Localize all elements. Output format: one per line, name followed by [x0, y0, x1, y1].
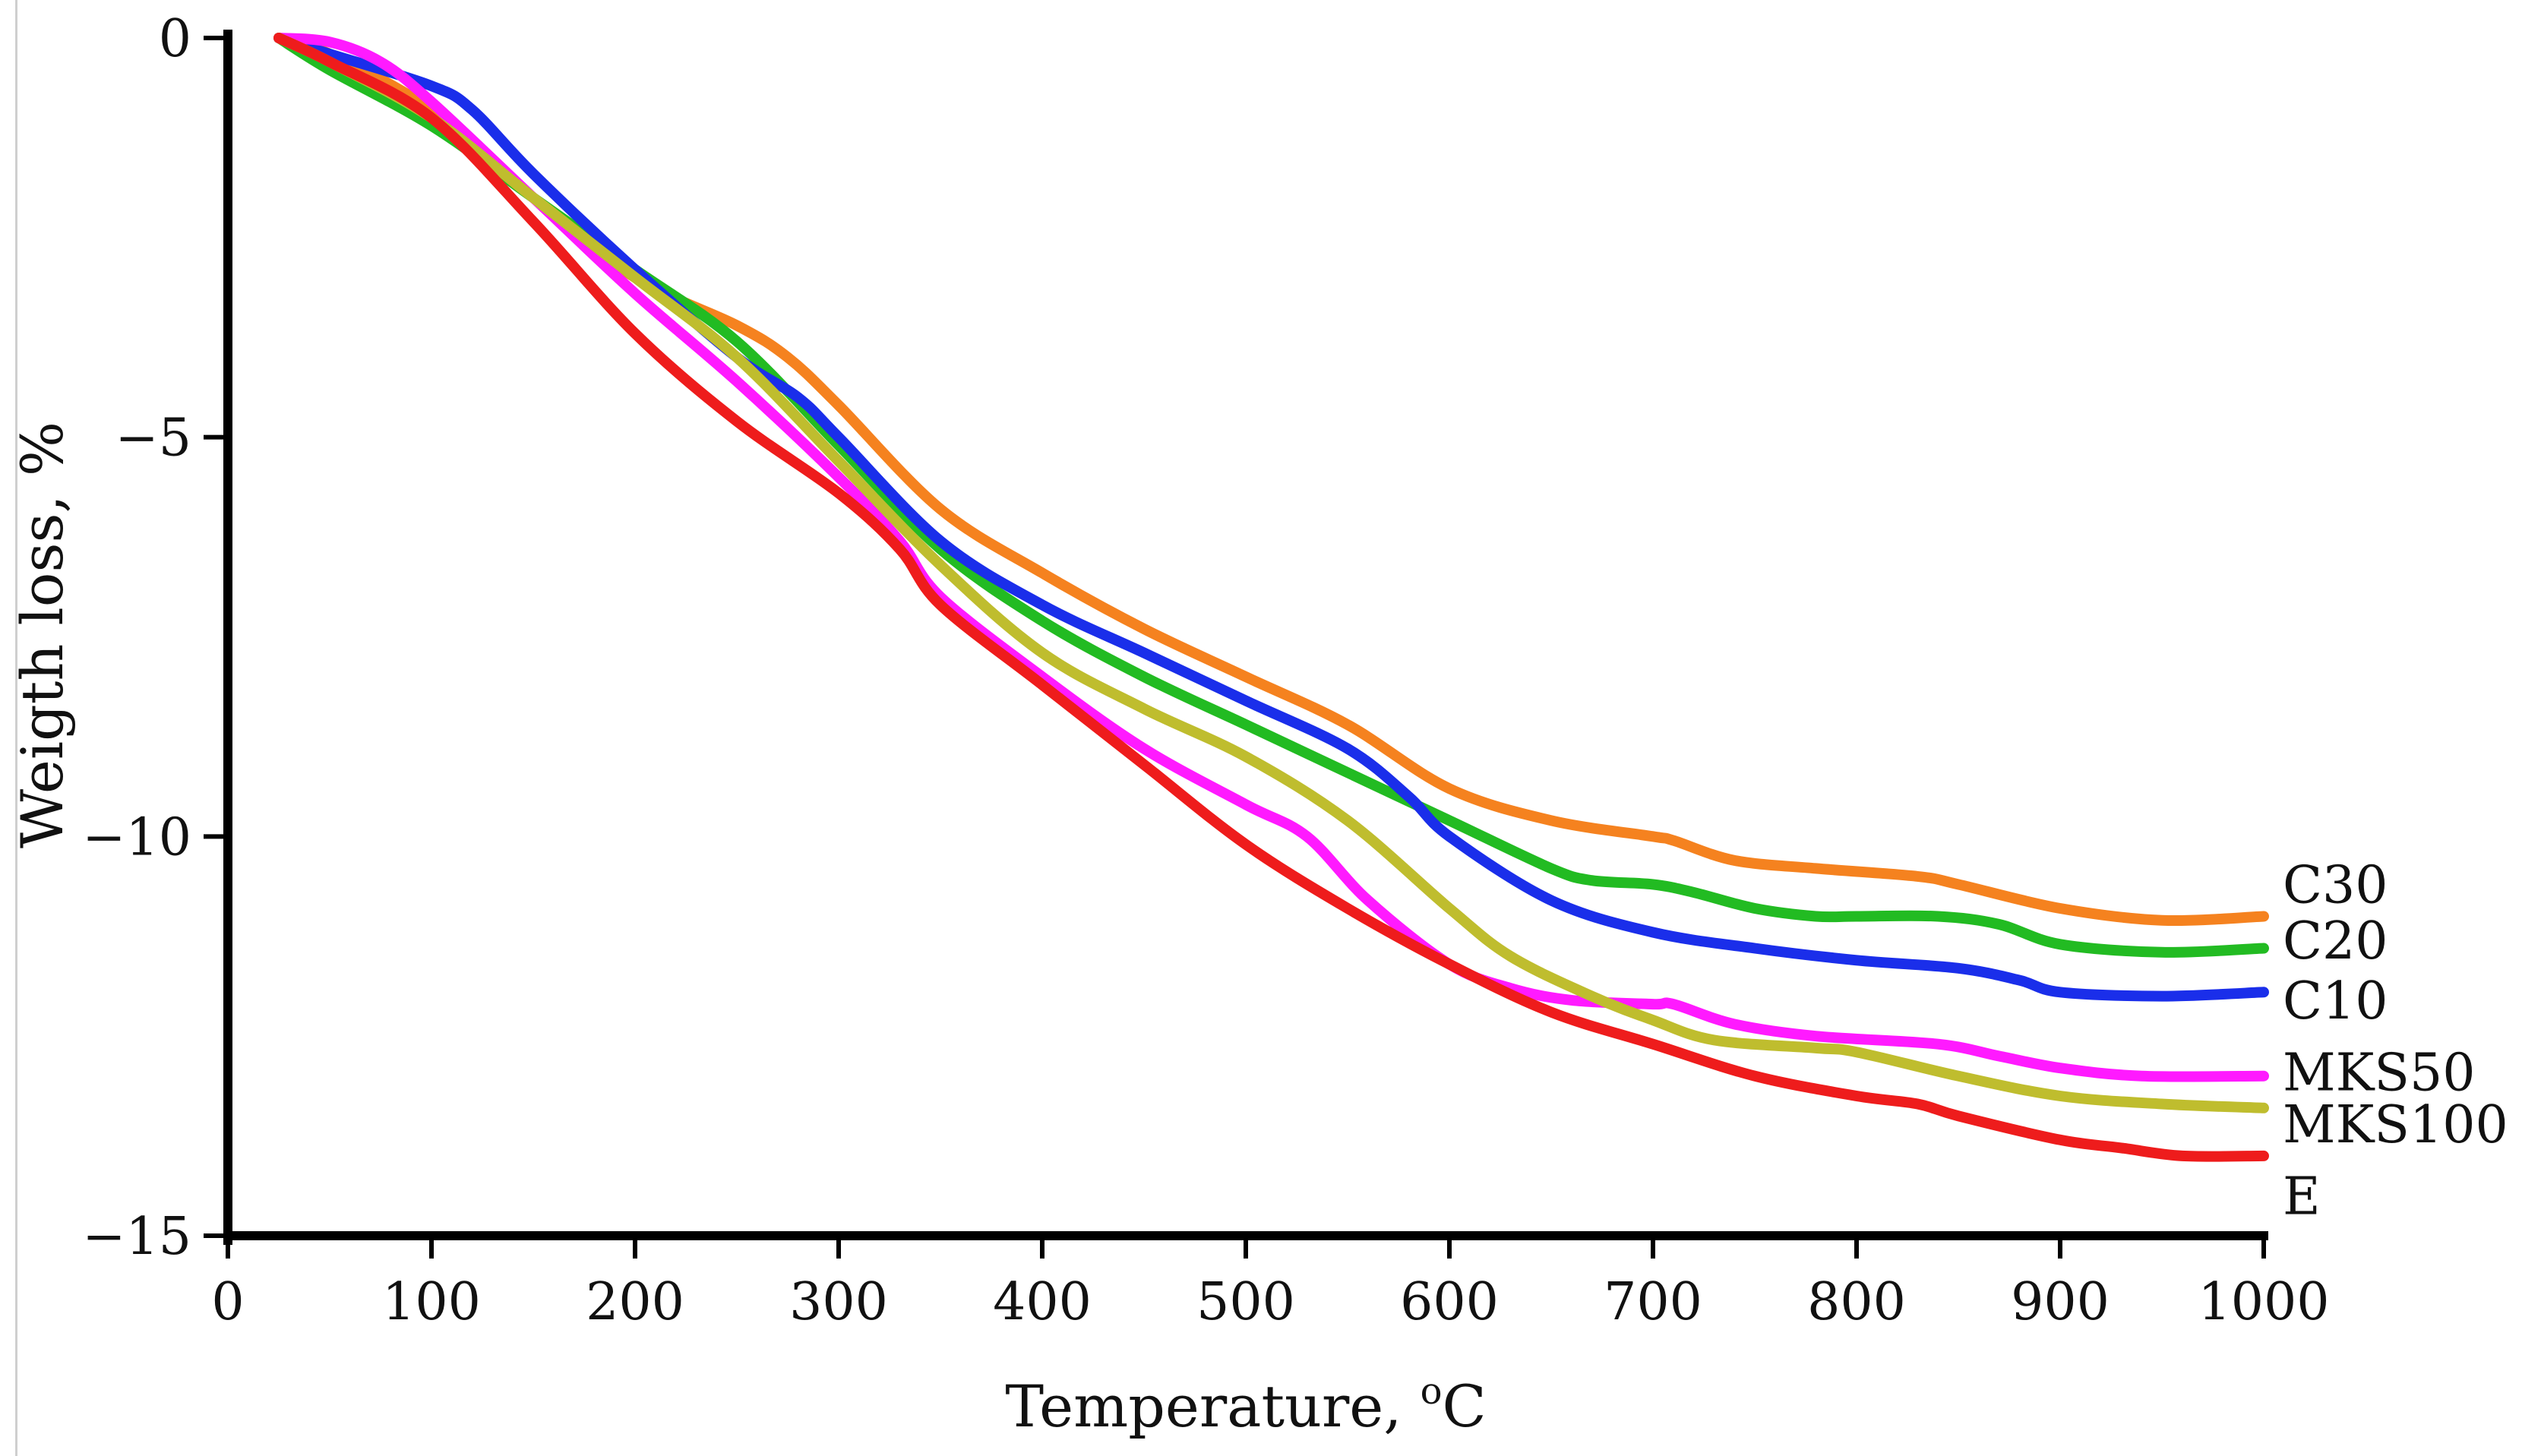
y-tick-label--5: −5 — [115, 409, 191, 469]
x-tick-label-100: 100 — [382, 1272, 481, 1332]
series-line-c30 — [273, 33, 2269, 926]
series-layer — [273, 33, 2269, 1162]
series-label-c30: C30 — [2283, 855, 2388, 915]
x-tick-label-800: 800 — [1807, 1272, 1906, 1332]
x-tick-label-900: 900 — [2011, 1272, 2110, 1332]
x-axis-title-unit: C — [1442, 1372, 1486, 1440]
x-axis-title-superscript: o — [1421, 1370, 1443, 1413]
y-tick-label--15: −15 — [82, 1207, 191, 1267]
x-tick-label-0: 0 — [211, 1272, 244, 1332]
series-label-c20: C20 — [2283, 911, 2388, 971]
x-tick-label-700: 700 — [1604, 1272, 1702, 1332]
series-label-mks100: MKS100 — [2283, 1095, 2508, 1155]
x-axis-title: Temperature, oC — [1005, 1370, 1486, 1440]
series-label-mks50: MKS50 — [2283, 1043, 2476, 1103]
image-border-line — [15, 0, 17, 1456]
x-tick-label-400: 400 — [993, 1272, 1092, 1332]
series-line-mks100 — [273, 33, 2269, 1113]
x-axis-title-text: Temperature, — [1005, 1372, 1420, 1440]
series-line-e — [273, 33, 2269, 1162]
y-axis-title: Weigth loss, % — [8, 422, 76, 848]
series-line-mks50 — [273, 33, 2269, 1082]
series-line-c10 — [273, 33, 2269, 1002]
series-label-e: E — [2283, 1167, 2321, 1227]
x-tick-label-300: 300 — [789, 1272, 888, 1332]
y-tick-label--10: −10 — [82, 807, 191, 867]
ticks-layer: 0 100 200 300 400 500 600 700 800 900 1000 0 −5 −10 −1… — [82, 9, 2329, 1332]
y-tick-label-0: 0 — [159, 9, 191, 69]
series-label-c10: C10 — [2283, 971, 2388, 1031]
x-tick-label-600: 600 — [1400, 1272, 1499, 1332]
x-tick-label-1000: 1000 — [2198, 1272, 2329, 1332]
x-tick-label-500: 500 — [1196, 1272, 1295, 1332]
x-tick-label-200: 200 — [586, 1272, 684, 1332]
